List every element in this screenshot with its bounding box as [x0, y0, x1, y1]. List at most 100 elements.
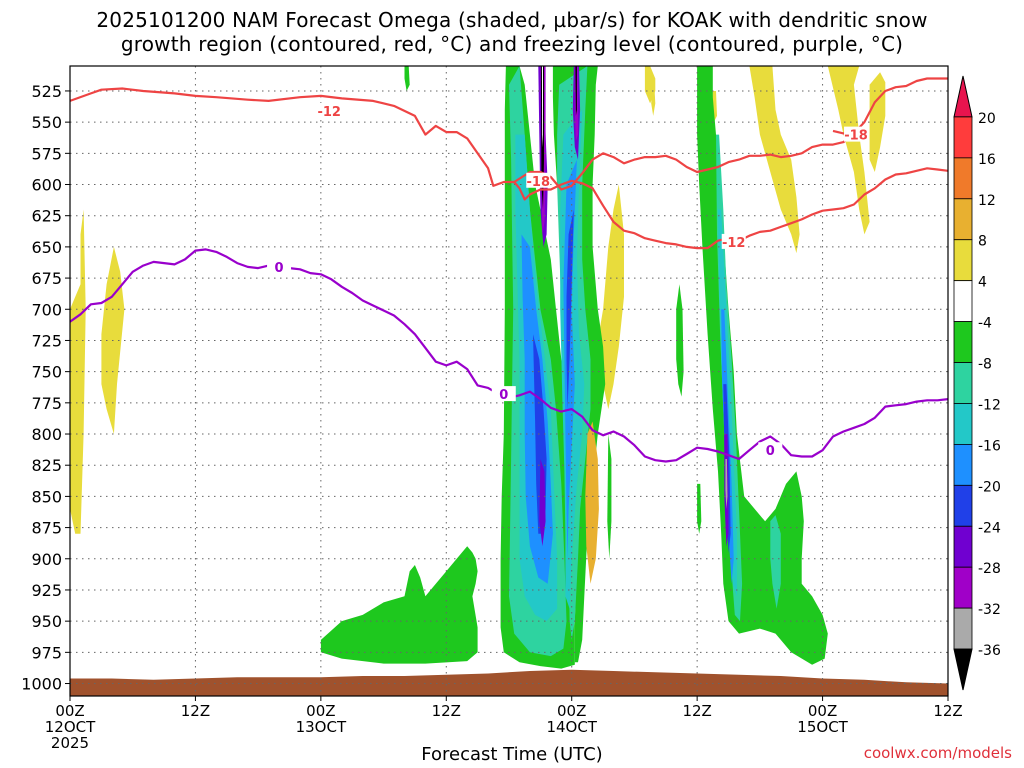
omega-region-0-4 — [749, 66, 800, 254]
colorbar-band-3 — [953, 198, 973, 241]
colorbar-label-12: -32 — [978, 602, 1001, 618]
omega-region-1-0 — [320, 546, 478, 664]
omega-region-1-5 — [676, 284, 684, 397]
colorbar-label-5: -4 — [978, 316, 992, 332]
omega-region-2-3 — [770, 515, 781, 609]
colorbar-label-11: -28 — [978, 561, 1001, 577]
contour-label-mid-text: -18 — [527, 175, 551, 190]
y-tick-label-775: 775 — [31, 394, 62, 413]
x-tick-label-12-0: 12Z — [181, 702, 210, 720]
y-tick-label-575: 575 — [31, 144, 62, 163]
omega-region-4-1 — [563, 159, 577, 559]
contour-label-minus18-text: -18 — [844, 129, 868, 144]
contour-label-freezing-2-bg — [491, 386, 516, 402]
contour-label-freezing-text: 0 — [275, 261, 284, 276]
contour-label-freezing: 0 — [267, 258, 292, 276]
y-tick-label-550: 550 — [31, 113, 62, 132]
colorbar-arrow-top — [953, 75, 973, 118]
terrain-fill — [70, 669, 948, 696]
contour-label-freezing-3: 0 — [758, 442, 783, 459]
title-line-1: 2025101200 NAM Forecast Omega (shaded, µ… — [96, 8, 928, 32]
x-tick-label-84-0: 12Z — [933, 702, 962, 720]
x-axis-label: Forecast Time (UTC) — [421, 744, 603, 765]
plot-frame — [69, 65, 949, 697]
x-tick-label-72-1: 15OCT — [797, 718, 848, 736]
omega-region-1-7 — [697, 483, 702, 534]
contour-label-dsgz_upper: -12 — [317, 102, 342, 120]
x-tick-label-72-0: 00Z — [808, 702, 837, 720]
colorbar-label-10: -24 — [978, 520, 1001, 536]
omega-region-0-0 — [70, 209, 86, 534]
y-tick-label-975: 975 — [31, 643, 62, 662]
x-tick-label-36-0: 12Z — [432, 702, 461, 720]
colorbar-arrow-bottom — [953, 648, 973, 691]
contour-label-mid-bg — [526, 172, 551, 188]
colorbar-label-7: -12 — [978, 397, 1001, 413]
omega-region-6-1 — [539, 459, 546, 547]
colorbar-label-1: 16 — [978, 152, 996, 168]
omega-region-9-1 — [575, 66, 577, 116]
contour-label-dsgz_lower: -12 — [721, 233, 746, 251]
contour-label-freezing-3-text: 0 — [766, 444, 775, 459]
colorbar-band-13 — [953, 607, 973, 650]
colorbar-band-4 — [953, 239, 973, 282]
colorbar: 20 16 12 8 4 -4 -8 -12 -16 -20 -24 -28 -32 -36 — [953, 75, 1001, 691]
y-tick-label-525: 525 — [31, 82, 62, 101]
contour-label-freezing-2: 0 — [491, 386, 516, 403]
contour-label-dsgz_lower-text: -12 — [722, 236, 746, 251]
y-tick-label-650: 650 — [31, 238, 62, 257]
contour-label-dsgz_upper-text: -12 — [317, 105, 341, 120]
x-tick-label-24-1: 13OCT — [296, 718, 347, 736]
contour-dsgz_upper — [70, 77, 948, 191]
contour-label-dsgz_upper-bg — [317, 102, 342, 118]
plot-area: -12 -12 -18 0 -18 0 0 — [70, 66, 948, 696]
y-tick-label-750: 750 — [31, 363, 62, 382]
contour-label-dsgz_lower-bg — [721, 233, 746, 249]
source-credit: coolwx.com/models — [863, 744, 1012, 762]
y-tick-label-925: 925 — [31, 581, 62, 600]
y-tick-label-850: 850 — [31, 487, 62, 506]
contour-label-mid: -18 — [526, 172, 551, 190]
y-tick-label-725: 725 — [31, 331, 62, 350]
omega-region-1-1 — [404, 66, 410, 91]
x-tick-label-0-0: 00Z — [55, 702, 84, 720]
omega-region-0-2 — [598, 184, 624, 410]
x-tick-label-48-1: 14OCT — [546, 718, 597, 736]
colorbar-band-12 — [953, 566, 973, 609]
contour-label-minus18: -18 — [844, 126, 869, 144]
omega-region-8-0 — [725, 459, 728, 509]
contour-label-freezing-3-bg — [758, 442, 783, 458]
colorbar-label-13: -36 — [978, 643, 1001, 659]
title-line-2: growth region (contoured, red, °C) and f… — [120, 32, 904, 56]
y-tick-label-675: 675 — [31, 269, 62, 288]
contour-label-freezing-2-text: 0 — [499, 388, 508, 403]
y-tick-label-900: 900 — [31, 550, 62, 569]
colorbar-band-11 — [953, 525, 973, 568]
colorbar-label-6: -8 — [978, 357, 992, 373]
colorbar-band-2 — [953, 157, 973, 200]
colorbar-band-8 — [953, 403, 973, 445]
x-tick-label-60-0: 12Z — [682, 702, 711, 720]
x-tick-label-0-2: 2025 — [51, 734, 89, 752]
omega-region-10-0 — [541, 66, 543, 148]
contour-label-minus18-bg — [844, 126, 869, 142]
colorbar-label-8: -16 — [978, 438, 1001, 454]
y-tick-label-875: 875 — [31, 519, 62, 538]
y-tick-label-950: 950 — [31, 612, 62, 631]
omega-region-0-6 — [869, 72, 886, 172]
y-tick-label-800: 800 — [31, 425, 62, 444]
x-tick-label-24-0: 00Z — [306, 702, 335, 720]
y-tick-label-825: 825 — [31, 456, 62, 475]
y-tick-label-1000: 1000 — [21, 675, 62, 694]
omega-region-11-0 — [585, 421, 599, 584]
x-tick-label-0-1: 12OCT — [45, 718, 96, 736]
y-tick-label-600: 600 — [31, 176, 62, 195]
colorbar-label-9: -20 — [978, 479, 1001, 495]
colorbar-label-0: 20 — [978, 111, 996, 127]
colorbar-band-7 — [953, 362, 973, 404]
omega-region-0-5 — [827, 66, 870, 235]
colorbar-band-10 — [953, 484, 973, 527]
colorbar-band-1 — [953, 116, 973, 159]
x-tick-label-48-0: 00Z — [557, 702, 586, 720]
